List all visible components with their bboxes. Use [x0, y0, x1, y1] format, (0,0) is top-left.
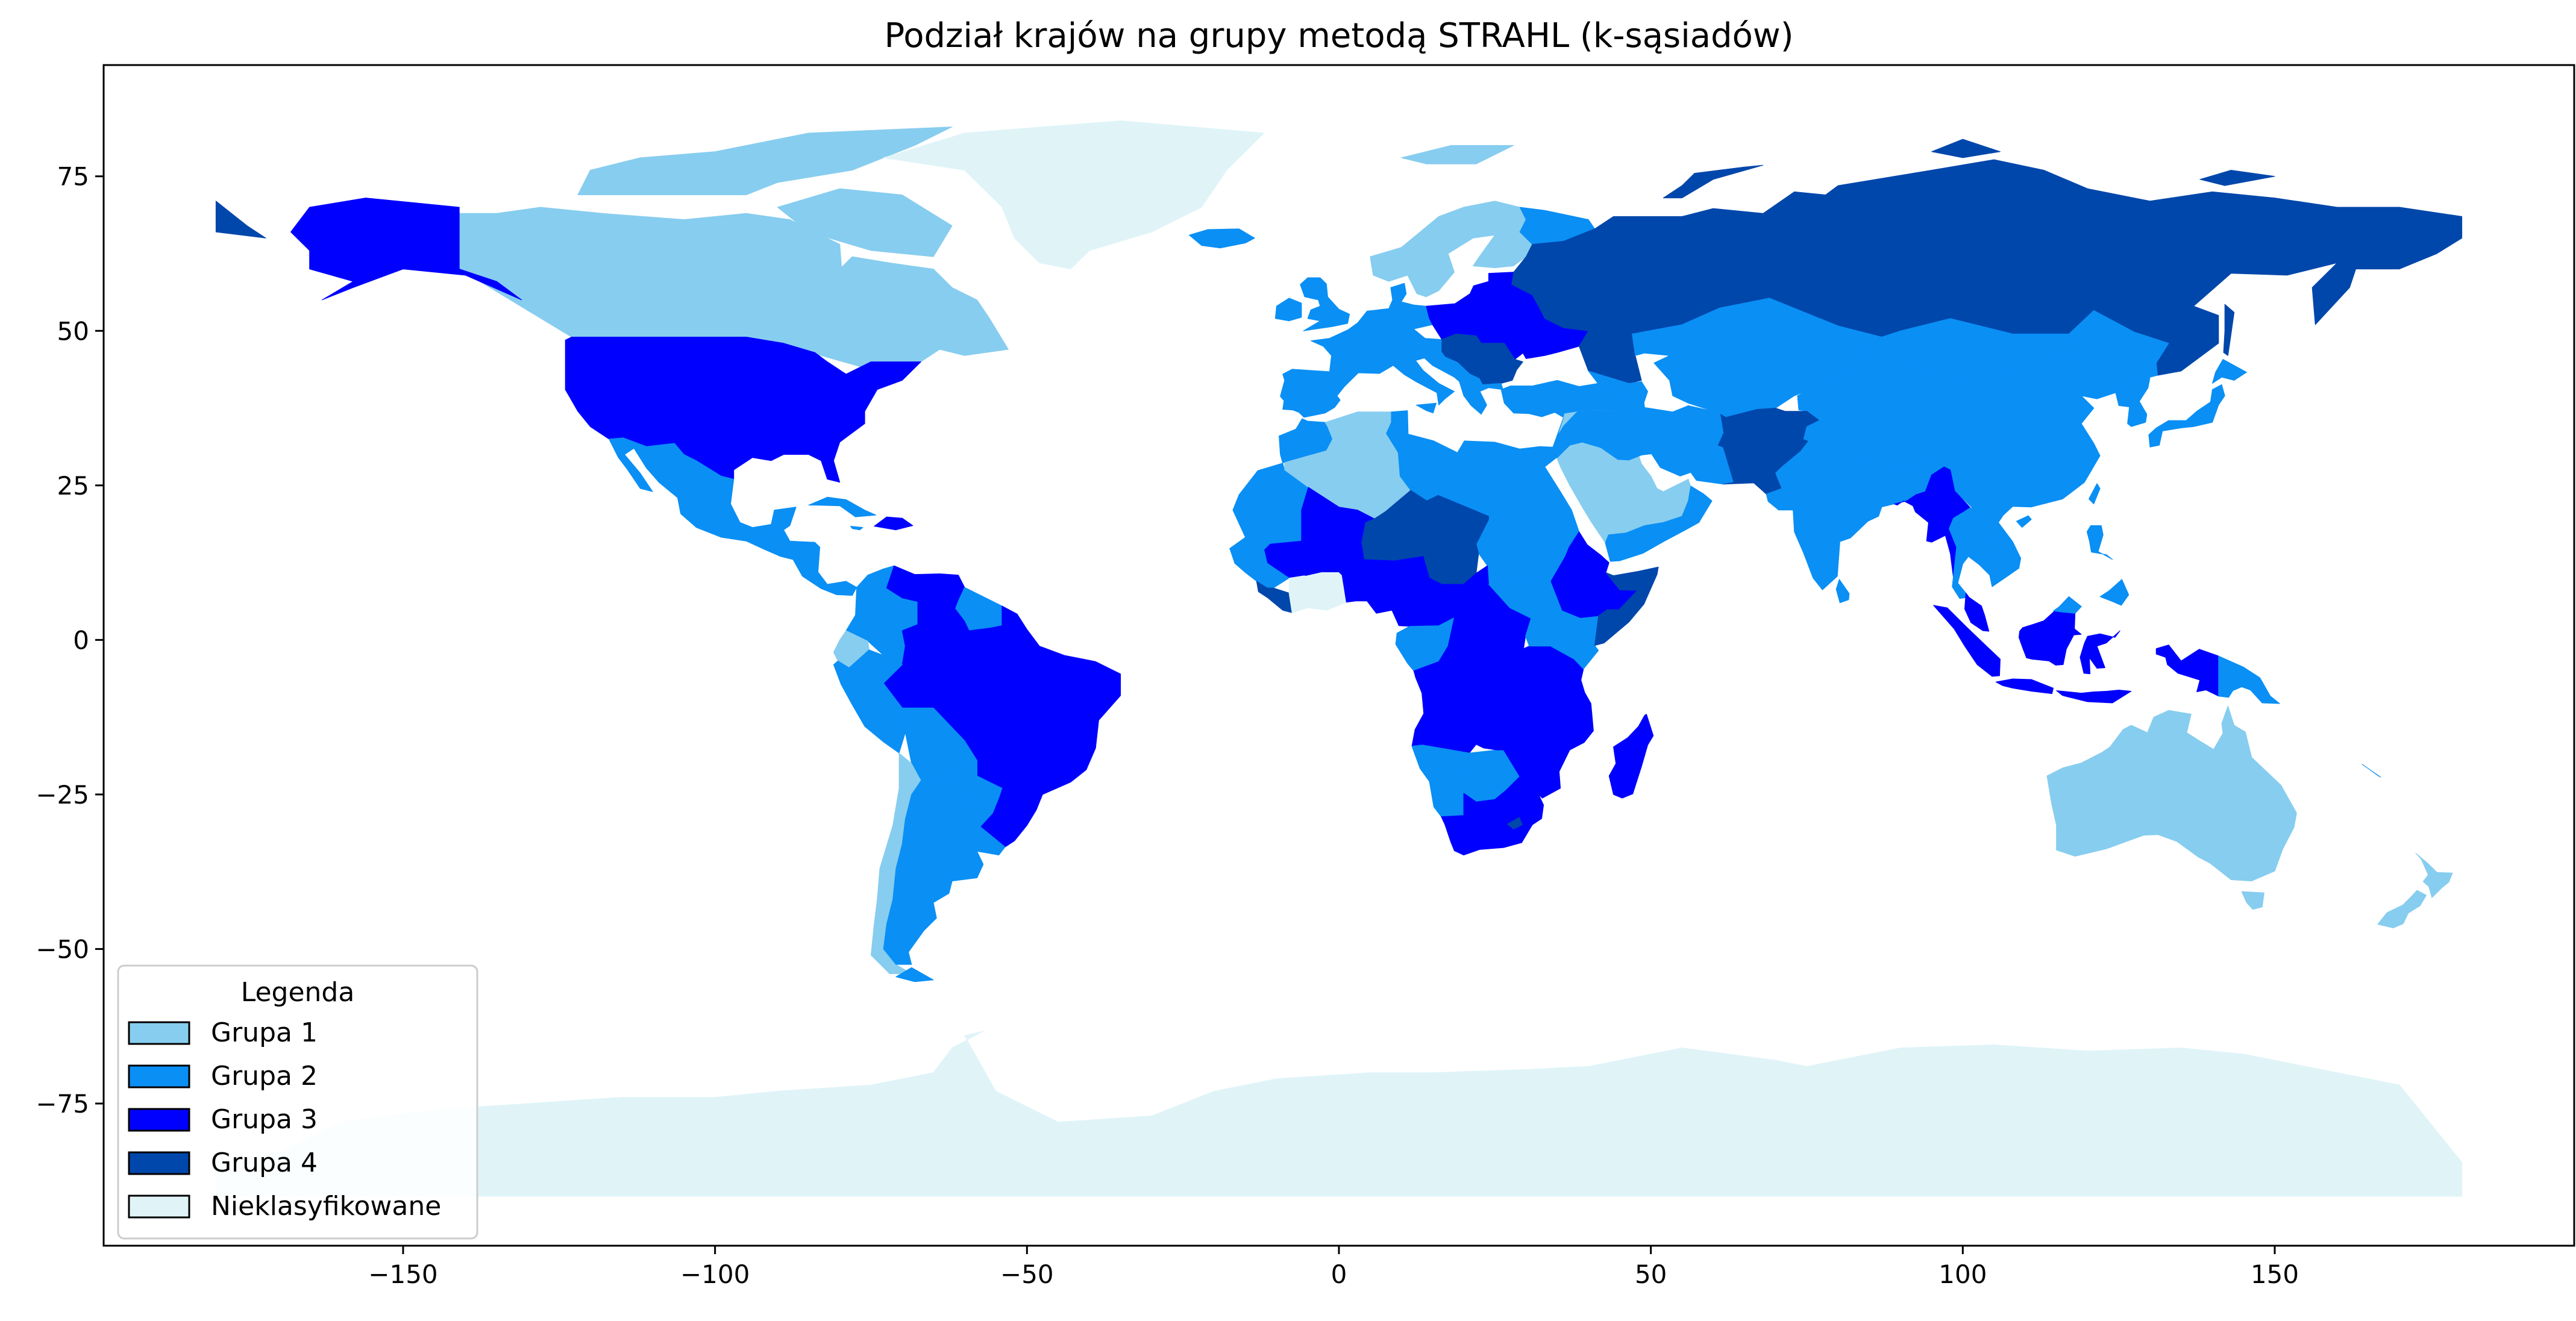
- map-region-timor-lesser-sunda: [2056, 690, 2132, 704]
- y-tick-label: −50: [36, 934, 89, 964]
- map-region-india: [1766, 420, 1945, 590]
- legend-title: Legenda: [241, 977, 355, 1008]
- map-region-lesotho: [1507, 817, 1523, 829]
- map-region-new-zealand-north: [2415, 852, 2453, 898]
- map-region-severnaya-zemlya: [1931, 139, 2001, 158]
- y-tick-label: 25: [57, 471, 89, 501]
- x-tick-label: 150: [2251, 1260, 2299, 1289]
- y-tick-label: −75: [36, 1089, 89, 1119]
- map-region-argentina: [883, 775, 1000, 965]
- x-tick-label: −150: [368, 1260, 437, 1289]
- legend-swatch-g4: [128, 1151, 190, 1175]
- map-region-malaysia-peninsula: [1964, 592, 1990, 632]
- map-region-new-zealand-south: [2377, 890, 2427, 928]
- map-region-cuba: [808, 496, 877, 517]
- map-region-yemen-oman: [1605, 486, 1713, 562]
- map-region-philippines: [2086, 525, 2113, 560]
- legend-swatch-none: [128, 1195, 190, 1219]
- legend-label-g1: Grupa 1: [211, 1017, 318, 1048]
- x-tick-label: 50: [1635, 1260, 1667, 1289]
- y-tick-label: 50: [57, 316, 89, 346]
- map-region-central-america: [765, 529, 857, 596]
- map-region-novaya-zemlya: [1662, 164, 1764, 199]
- map-region-greenland: [883, 120, 1265, 270]
- legend-swatch-g3: [128, 1108, 190, 1132]
- legend-entries: Grupa 1 Grupa 2 Grupa 3 Grupa 4 Nieklasyfiko…: [128, 1017, 441, 1222]
- map-region-somalia: [1594, 566, 1659, 646]
- map-region-south-africa: [1441, 776, 1544, 855]
- legend-label-g3: Grupa 3: [211, 1104, 318, 1135]
- map-region-japan: [2148, 384, 2225, 448]
- map-region-russia: [1511, 159, 2463, 384]
- map-region-united-kingdom: [1300, 277, 1350, 331]
- legend-label-g2: Grupa 2: [211, 1061, 318, 1091]
- map-region-korea: [2115, 377, 2151, 427]
- map-region-canada: [459, 207, 1009, 369]
- legend-label-g4: Grupa 4: [211, 1148, 318, 1178]
- map-region-borneo: [2019, 596, 2082, 666]
- map-region-thailand: [1949, 507, 1998, 599]
- legend: Legenda Grupa 1 Grupa 2 Grupa 3 Grupa 4 Niek…: [117, 964, 478, 1240]
- map-region-brunei-sabah: [2053, 596, 2082, 614]
- map-region-baffin-island: [777, 188, 953, 257]
- map-region-chukotka: [215, 201, 266, 239]
- map-region-papua-new-guinea: [2218, 655, 2280, 704]
- map-region-alaska: [290, 198, 522, 301]
- map-region-balkans: [1424, 352, 1503, 415]
- map-region-sicily: [1415, 402, 1437, 414]
- map-region-mindanao: [2099, 579, 2129, 606]
- x-tick-label: 0: [1331, 1260, 1347, 1289]
- map-region-new-caledonia-fiji: [2361, 764, 2381, 778]
- x-tick-label: −100: [680, 1260, 750, 1289]
- map-region-hokkaido: [2212, 359, 2247, 384]
- map-region-new-siberian-islands: [2199, 170, 2275, 186]
- map-region-ireland: [1274, 298, 1302, 322]
- map-region-taiwan: [2089, 483, 2101, 505]
- legend-swatch-g1: [128, 1021, 190, 1045]
- map-region-madagascar: [1608, 714, 1654, 799]
- legend-label-none: Nieklasyfikowane: [211, 1191, 441, 1222]
- map-region-java: [1995, 678, 2054, 695]
- map-region-sakhalin: [2223, 304, 2235, 356]
- map-region-indochina: [1973, 498, 2022, 587]
- legend-swatch-g2: [128, 1064, 190, 1088]
- map-region-norway-sweden-finland: [1370, 201, 1533, 298]
- map-region-hispaniola: [874, 516, 914, 531]
- map-region-sulawesi: [2079, 630, 2120, 675]
- y-tick-label: −25: [36, 780, 89, 810]
- map-region-iceland: [1189, 228, 1255, 249]
- map-region-south-sudan: [1488, 576, 1563, 619]
- x-tick-label: 100: [1938, 1260, 1987, 1289]
- map-region-sumatra: [1933, 605, 2001, 677]
- x-axis: −150 −100 −50 0 50 100 150: [368, 1246, 2299, 1289]
- map-region-australia: [2046, 705, 2297, 882]
- y-tick-label: 0: [73, 625, 89, 655]
- map-region-antarctica: [215, 1031, 2463, 1197]
- map-regions: [215, 120, 2463, 1197]
- chart-title: Podział krajów na grupy metodą STRAHL (k…: [884, 16, 1793, 55]
- x-tick-label: −50: [1000, 1260, 1054, 1289]
- map-region-tierra-del-fuego: [895, 967, 934, 982]
- map-region-new-guinea-west: [2155, 645, 2219, 697]
- y-tick-label: 75: [57, 162, 89, 192]
- map-region-western-europe: [1280, 283, 1455, 418]
- map-region-jamaica: [850, 526, 863, 531]
- map-region-sri-lanka: [1835, 579, 1850, 604]
- map-region-tasmania: [2241, 891, 2264, 910]
- map-region-iraq-syria-jordan: [1552, 410, 1642, 461]
- map-region-hainan: [2016, 515, 2032, 528]
- legend-box: [117, 964, 478, 1240]
- map-region-svalbard: [1401, 145, 1514, 164]
- y-axis: 75 50 25 0 −25 −50 −75: [36, 162, 104, 1119]
